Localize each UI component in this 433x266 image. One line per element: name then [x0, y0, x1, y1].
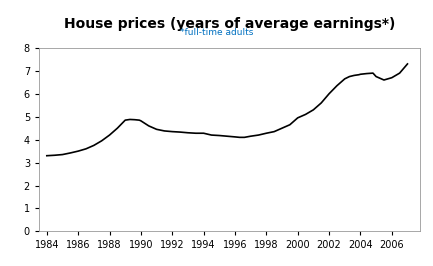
- Title: House prices (years of average earnings*): House prices (years of average earnings*…: [64, 18, 395, 31]
- Text: *full-time adults: *full-time adults: [180, 28, 253, 37]
